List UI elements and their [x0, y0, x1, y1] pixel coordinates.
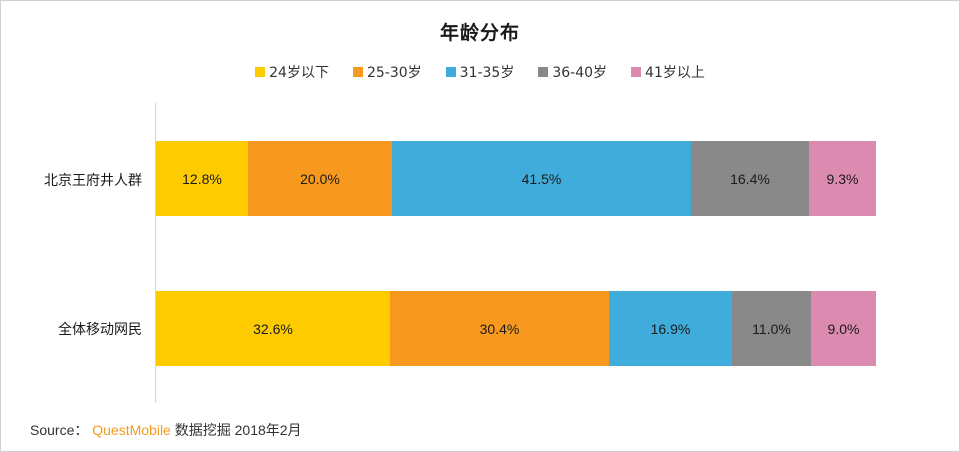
- bar-segment-36-40: 16.4%: [691, 141, 809, 216]
- legend-label: 41岁以上: [645, 65, 705, 81]
- legend-item-25-30: 25-30岁: [352, 62, 422, 82]
- bar-segment-over-41: 9.3%: [809, 141, 876, 216]
- source-prefix: Source：: [30, 422, 89, 438]
- bar-wangfujing: 12.8% 20.0% 41.5% 16.4% 9.3%: [156, 141, 876, 216]
- source-note: Source： QuestMobile 数据挖掘 2018年2月: [30, 420, 302, 440]
- category-axis: [155, 103, 156, 403]
- legend-swatch-icon: [445, 67, 456, 77]
- legend-label: 24岁以下: [269, 65, 329, 81]
- source-brand: QuestMobile: [92, 422, 171, 438]
- bar-segment-36-40: 11.0%: [732, 291, 811, 366]
- legend-item-under-24: 24岁以下: [255, 62, 329, 82]
- chart-title: 年龄分布: [439, 22, 520, 44]
- bar-segment-31-35: 41.5%: [392, 141, 691, 216]
- legend-swatch-icon: [352, 67, 363, 77]
- source-suffix: 数据挖掘 2018年2月: [174, 422, 302, 438]
- legend-swatch-icon: [255, 67, 266, 77]
- bar-all-mobile-users: 32.6% 30.4% 16.9% 11.0% 9.0%: [156, 291, 876, 366]
- legend-label: 36-40岁: [552, 65, 608, 81]
- legend-swatch-icon: [631, 67, 642, 77]
- bar-segment-25-30: 30.4%: [390, 291, 609, 366]
- legend-label: 25-30岁: [366, 65, 422, 81]
- legend: 24岁以下 25-30岁 31-35岁 36-40岁 41岁以上: [0, 62, 960, 82]
- category-label-all-mobile-users: 全体移动网民: [58, 322, 142, 338]
- category-label-wangfujing: 北京王府井人群: [44, 173, 142, 189]
- bar-segment-31-35: 16.9%: [609, 291, 732, 366]
- legend-item-36-40: 36-40岁: [538, 62, 607, 82]
- legend-swatch-icon: [538, 67, 549, 77]
- legend-item-over-41: 41岁以上: [631, 62, 705, 82]
- legend-label: 31-35岁: [459, 65, 515, 81]
- bar-segment-under-24: 12.8%: [156, 141, 248, 216]
- legend-item-31-35: 31-35岁: [445, 62, 515, 82]
- bar-segment-under-24: 32.6%: [156, 291, 390, 366]
- bar-segment-25-30: 20.0%: [248, 141, 392, 216]
- bar-segment-over-41: 9.0%: [811, 291, 876, 366]
